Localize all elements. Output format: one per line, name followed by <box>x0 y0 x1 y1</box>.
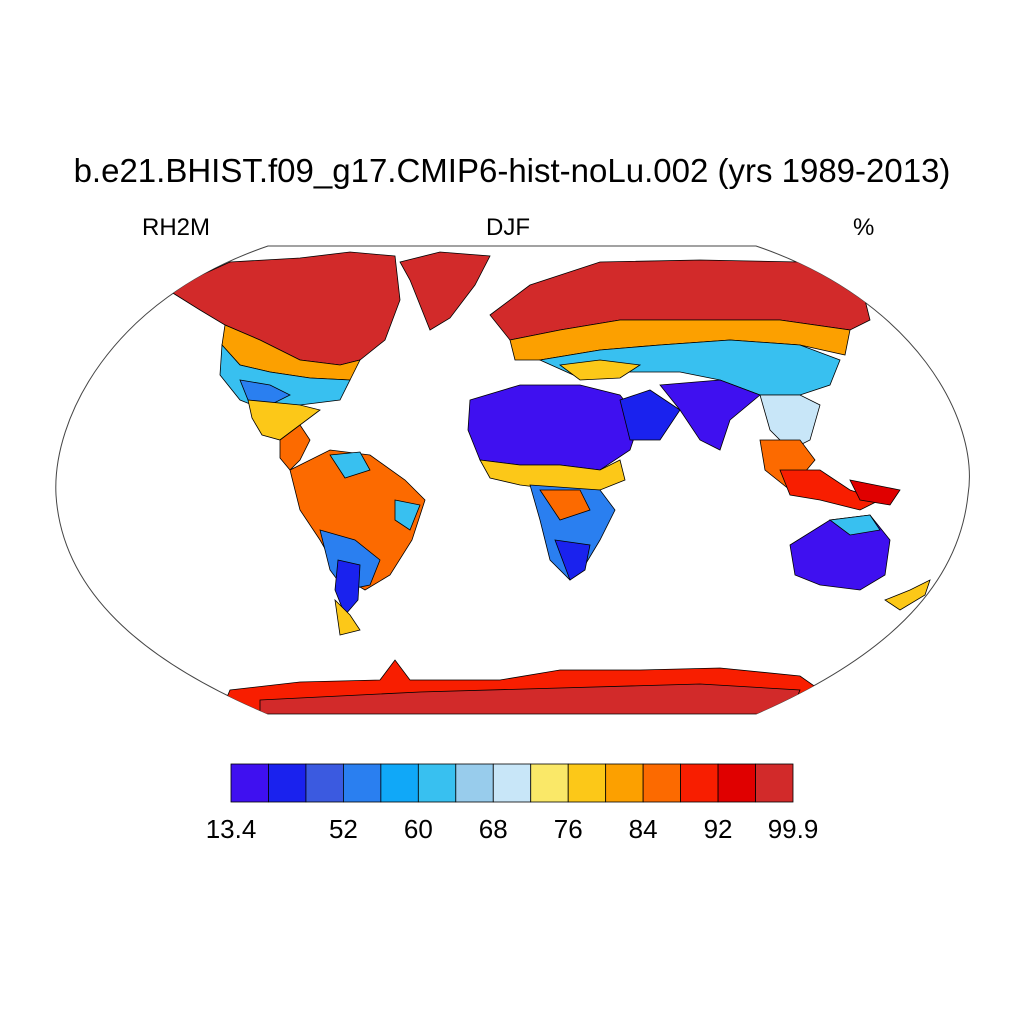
colorbar-swatch <box>567 763 607 803</box>
colorbar-swatch <box>492 763 532 803</box>
eurasia-north <box>489 259 871 451</box>
antarctica <box>219 659 821 714</box>
colorbar-swatch <box>305 763 344 803</box>
colorbar-tick-label: 92 <box>704 814 733 844</box>
colorbar-swatch <box>268 763 307 803</box>
south-america <box>289 449 426 636</box>
colorbar-swatch <box>230 763 269 803</box>
north-america <box>167 251 401 471</box>
australia <box>789 514 891 591</box>
season-label: DJF <box>486 214 530 241</box>
colorbar-tick-label: 68 <box>479 814 508 844</box>
colorbar: 13.4 52 60 68 76 84 92 99.9 <box>206 763 819 844</box>
colorbar-swatch <box>342 763 382 803</box>
colorbar-swatch <box>717 763 756 803</box>
colorbar-tick-label: 60 <box>404 814 433 844</box>
colorbar-tick-label: 13.4 <box>206 814 257 844</box>
colorbar-swatch <box>680 763 719 803</box>
colorbar-tick-label: 84 <box>629 814 658 844</box>
greenland <box>399 251 491 331</box>
colorbar-swatch <box>417 763 457 803</box>
colorbar-swatch <box>530 763 569 803</box>
colorbar-swatch <box>455 763 494 803</box>
colorbar-swatch <box>642 763 682 803</box>
colorbar-tick-label: 76 <box>554 814 583 844</box>
colorbar-tick-label: 99.9 <box>768 814 819 844</box>
southeast-asia <box>759 439 901 511</box>
new-zealand <box>884 579 931 611</box>
plot-title: b.e21.BHIST.f09_g17.CMIP6-hist-noLu.002 … <box>73 152 951 189</box>
colorbar-swatch <box>605 763 644 803</box>
variable-label: RH2M <box>142 214 211 241</box>
colorbar-swatch <box>380 763 419 803</box>
africa <box>467 379 761 581</box>
colorbar-swatch <box>755 763 794 803</box>
units-label: % <box>853 214 875 241</box>
colorbar-tick-label: 52 <box>329 814 358 844</box>
